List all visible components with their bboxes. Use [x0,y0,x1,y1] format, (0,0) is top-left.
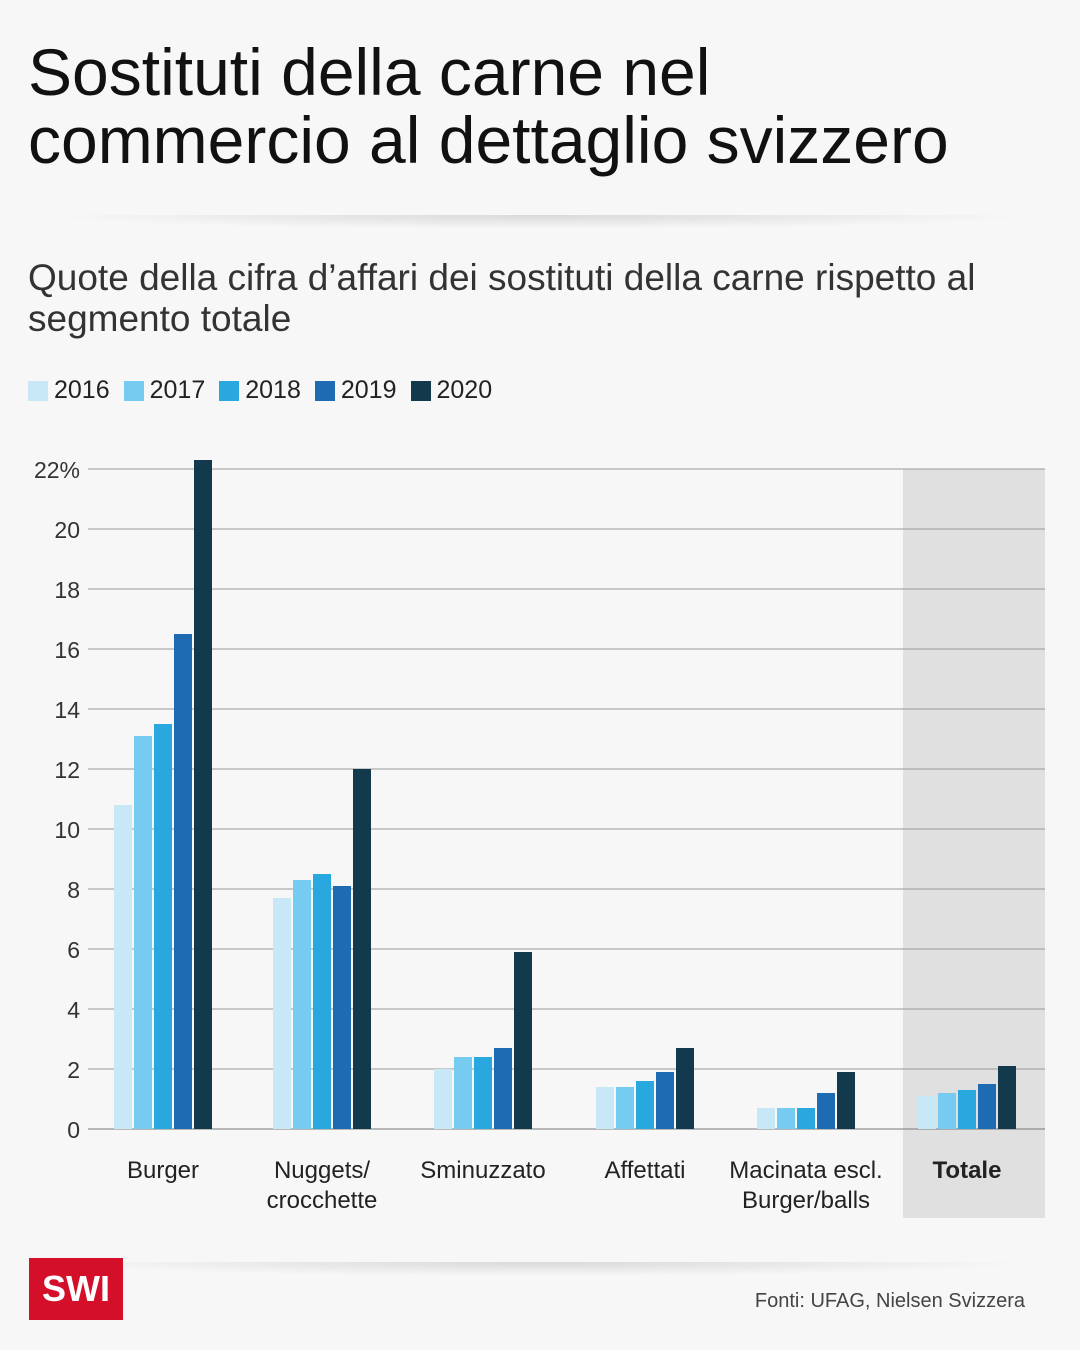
bar-2018 [154,724,172,1129]
x-tick-label: Macinata escl. [729,1157,882,1184]
bar-2016 [918,1096,936,1129]
x-tick-label: Affettati [605,1157,686,1184]
y-tick-label: 0 [67,1117,80,1143]
bar-2017 [777,1108,795,1129]
bar-2020 [998,1066,1016,1129]
legend-swatch [28,380,48,401]
legend-label: 2018 [245,376,301,404]
x-tick-label: Burger [127,1157,199,1184]
bar-2018 [958,1090,976,1129]
bar-2020 [194,460,212,1129]
y-tick-label: 22% [34,457,80,483]
y-tick-label: 14 [54,697,80,723]
bar-2019 [817,1093,835,1129]
y-tick-label: 18 [54,577,80,603]
bar-2020 [676,1048,694,1129]
y-tick-label: 16 [54,637,80,663]
chart-subtitle: Quote della cifra d’affari dei sostituti… [28,257,976,339]
bar-2019 [494,1048,512,1129]
bar-2017 [454,1057,472,1129]
legend-label: 2019 [340,376,397,404]
divider [40,1262,1040,1276]
legend-item-2018: 2018 [219,376,301,405]
legend-swatch [410,380,431,401]
bar-2020 [353,769,371,1129]
bar-2018 [474,1057,492,1129]
legend: 2016 2017 2018 2019 2020 [28,376,506,405]
legend-swatch [219,380,240,401]
x-tick-label: Nuggets/ [274,1157,370,1184]
bar-2019 [333,886,351,1129]
chart-title: Sostituti della carne nel commercio al d… [28,35,949,177]
bar-2018 [636,1081,654,1129]
y-tick-label: 4 [67,997,80,1023]
y-tick-label: 12 [54,757,80,783]
bar-2017 [616,1087,634,1129]
y-tick-label: 2 [67,1057,80,1083]
legend-label: 2017 [149,376,206,404]
bar-2020 [514,952,532,1129]
divider [40,215,1040,229]
legend-swatch [123,380,144,401]
bar-2016 [596,1087,614,1129]
x-tick-label: Sminuzzato [420,1157,545,1184]
swi-logo: SWI [29,1258,123,1320]
x-tick-label: Burger/balls [742,1187,870,1214]
legend-item-2017: 2017 [123,376,206,405]
source-note: Fonti: UFAG, Nielsen Svizzera [754,1290,1025,1312]
bar-2019 [656,1072,674,1129]
bar-2020 [837,1072,855,1129]
y-tick-label: 6 [67,937,80,963]
bar-2016 [114,805,132,1129]
bar-2019 [174,634,192,1129]
legend-label: 2016 [54,376,110,404]
bar-2017 [293,880,311,1129]
bar-2017 [134,736,152,1129]
legend-swatch [314,380,335,401]
legend-item-2016: 2016 [28,376,110,405]
bar-2016 [757,1108,775,1129]
bar-2019 [978,1084,996,1129]
bar-2018 [313,874,331,1129]
x-tick-label: crocchette [267,1187,378,1214]
bar-2016 [273,898,291,1129]
legend-item-2020: 2020 [410,376,493,405]
legend-item-2019: 2019 [314,376,397,405]
x-tick-label: Totale [933,1157,1002,1184]
y-tick-label: 8 [67,877,80,903]
bar-2016 [434,1069,452,1129]
y-tick-label: 10 [54,817,80,843]
y-tick-label: 20 [54,517,80,543]
legend-label: 2020 [436,376,493,404]
bar-2018 [797,1108,815,1129]
bar-2017 [938,1093,956,1129]
